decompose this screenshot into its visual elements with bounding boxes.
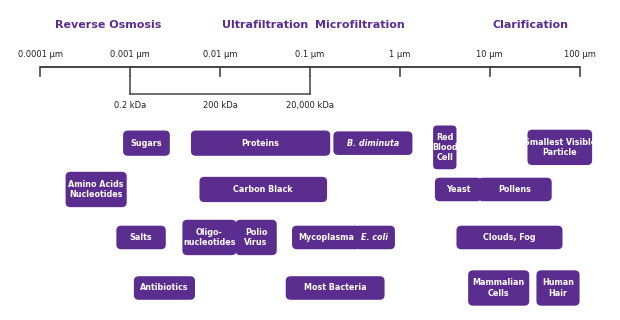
Text: Yeast: Yeast (446, 185, 471, 194)
Text: Mycoplasma: Mycoplasma (298, 233, 354, 242)
Text: 100 μm: 100 μm (564, 50, 595, 59)
Text: 0.01 μm: 0.01 μm (203, 50, 237, 59)
FancyBboxPatch shape (123, 131, 170, 156)
FancyBboxPatch shape (468, 270, 529, 306)
Text: Mammalian
Cells: Mammalian Cells (472, 278, 525, 298)
Text: 0.1 μm: 0.1 μm (295, 50, 325, 59)
Text: Polio
Virus: Polio Virus (244, 228, 268, 247)
FancyBboxPatch shape (200, 177, 327, 202)
Text: 20,000 kDa: 20,000 kDa (286, 101, 334, 110)
FancyBboxPatch shape (435, 178, 482, 201)
Text: 10 μm: 10 μm (476, 50, 503, 59)
FancyBboxPatch shape (536, 270, 580, 306)
Text: B. diminuta: B. diminuta (347, 139, 399, 148)
Text: Oligo-
nucleotides: Oligo- nucleotides (183, 228, 236, 247)
FancyBboxPatch shape (478, 178, 552, 201)
Text: Microfiltration: Microfiltration (314, 20, 404, 30)
FancyBboxPatch shape (236, 220, 277, 255)
Text: Ultrafiltration: Ultrafiltration (222, 20, 308, 30)
Text: Smallest Visible
Particle: Smallest Visible Particle (524, 138, 596, 157)
Text: Reverse Osmosis: Reverse Osmosis (55, 20, 161, 30)
Text: Amino Acids
Nucleotides: Amino Acids Nucleotides (68, 180, 124, 199)
FancyBboxPatch shape (182, 220, 236, 255)
Text: Clarification: Clarification (492, 20, 568, 30)
Text: Carbon Black: Carbon Black (234, 185, 293, 194)
FancyBboxPatch shape (191, 131, 330, 156)
Text: 200 kDa: 200 kDa (203, 101, 237, 110)
FancyBboxPatch shape (117, 226, 166, 249)
Text: Human
Hair: Human Hair (542, 278, 574, 298)
FancyBboxPatch shape (456, 226, 562, 249)
FancyBboxPatch shape (292, 226, 360, 249)
Text: Most Bacteria: Most Bacteria (304, 284, 366, 292)
FancyBboxPatch shape (433, 125, 456, 169)
FancyBboxPatch shape (528, 130, 592, 165)
Text: Clouds, Fog: Clouds, Fog (483, 233, 536, 242)
FancyBboxPatch shape (334, 132, 412, 155)
Text: Sugars: Sugars (131, 139, 162, 148)
FancyBboxPatch shape (66, 172, 126, 207)
Text: Pollens: Pollens (498, 185, 531, 194)
Text: Antibiotics: Antibiotics (140, 284, 188, 292)
FancyBboxPatch shape (286, 276, 384, 300)
Text: 1 μm: 1 μm (389, 50, 410, 59)
Text: 0.2 kDa: 0.2 kDa (114, 101, 146, 110)
Text: 0.001 μm: 0.001 μm (110, 50, 150, 59)
Text: Salts: Salts (130, 233, 153, 242)
Text: Proteins: Proteins (242, 139, 280, 148)
Text: E. coli: E. coli (361, 233, 388, 242)
Text: 0.0001 μm: 0.0001 μm (18, 50, 63, 59)
Text: Red
Blood
Cell: Red Blood Cell (432, 133, 458, 162)
FancyBboxPatch shape (134, 276, 195, 300)
FancyBboxPatch shape (355, 226, 395, 249)
